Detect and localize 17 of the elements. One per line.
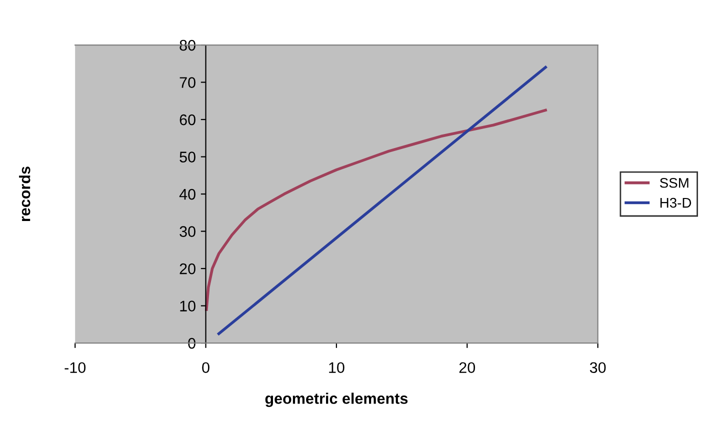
y-tick-label: 10 [180,300,196,312]
y-tick-label: 70 [180,77,196,88]
x-tick-label: 20 [459,362,476,374]
x-tick-label: -10 [64,362,86,374]
y-tick-label: 30 [180,226,196,237]
legend-label: H3-D [660,198,692,208]
y-tick-label: 50 [180,152,196,162]
x-tick-label: 30 [590,362,606,374]
y-tick-label: 40 [179,188,196,200]
x-axis-title: geometric elements [265,392,408,408]
line-series [205,108,547,311]
y-tick-label: 60 [180,114,196,126]
x-tick-label: 10 [329,362,344,374]
y-axis-title: records [19,166,30,222]
y-tick-label: 20 [180,263,196,274]
x-tick-label: 0 [202,362,210,374]
legend-label: SSM [660,178,688,188]
